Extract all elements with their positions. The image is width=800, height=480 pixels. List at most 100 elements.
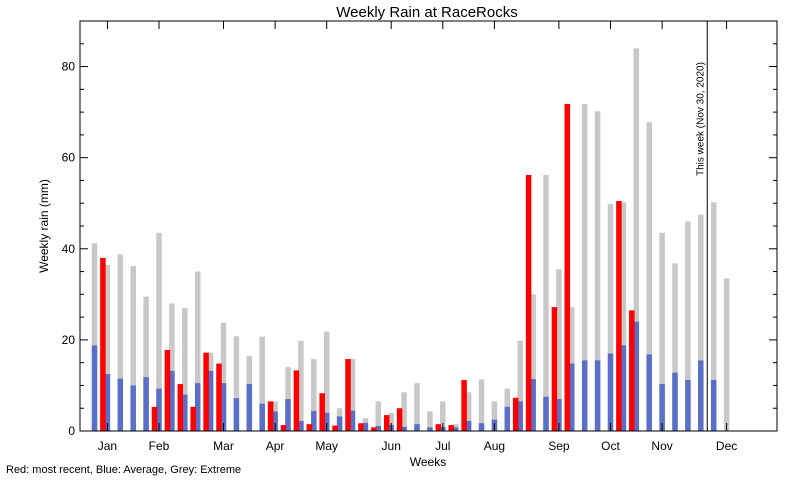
average-bar xyxy=(646,354,652,431)
recent-bar xyxy=(629,310,635,431)
average-bar xyxy=(452,427,459,431)
chart-title: Weekly Rain at RaceRocks xyxy=(336,4,517,21)
recent-bar xyxy=(448,425,454,431)
extreme-bar xyxy=(543,174,549,431)
extreme-bar xyxy=(440,401,446,431)
average-bar xyxy=(427,427,433,431)
recent-bar xyxy=(564,103,571,432)
average-bar xyxy=(685,379,691,431)
recent-bar xyxy=(216,363,222,431)
recent-bar xyxy=(345,359,351,431)
extreme-bar xyxy=(427,411,433,431)
y-tick-label: 80 xyxy=(62,60,76,74)
average-bar xyxy=(246,384,253,431)
average-bar xyxy=(362,422,369,431)
extreme-bar xyxy=(375,401,382,431)
recent-bar xyxy=(151,406,158,431)
month-label: Sep xyxy=(548,439,570,453)
recent-bar xyxy=(100,257,106,431)
average-bar xyxy=(169,370,175,431)
recent-bar xyxy=(435,424,442,431)
average-bar xyxy=(530,379,536,431)
extreme-bar xyxy=(401,392,407,431)
y-tick-label: 60 xyxy=(62,151,76,165)
extreme-bar xyxy=(117,254,124,431)
average-bar xyxy=(581,360,588,431)
recent-bar xyxy=(280,425,287,431)
average-bar xyxy=(607,353,614,431)
average-bar xyxy=(182,394,188,431)
month-label: Dec xyxy=(716,439,737,453)
average-bar xyxy=(543,396,549,431)
extreme-bar xyxy=(91,243,98,431)
extreme-bar xyxy=(581,103,588,432)
average-bar xyxy=(672,372,678,431)
extreme-bar xyxy=(530,294,536,431)
extreme-bar xyxy=(710,202,717,431)
recent-bar xyxy=(383,415,390,431)
extreme-bar xyxy=(672,263,678,431)
extreme-bar xyxy=(298,340,304,431)
extreme-bar xyxy=(156,232,162,431)
y-tick-label: 0 xyxy=(68,424,75,438)
extreme-bar xyxy=(465,392,472,431)
average-bar xyxy=(285,399,291,431)
month-label: Jun xyxy=(382,439,401,453)
extreme-bar xyxy=(646,122,652,431)
x-axis-label: Weeks xyxy=(410,455,446,469)
extreme-bar xyxy=(182,308,188,431)
average-bar xyxy=(220,383,227,431)
average-bar xyxy=(556,399,562,431)
extreme-bar xyxy=(607,204,614,431)
average-bar xyxy=(104,374,111,431)
average-bar xyxy=(620,345,627,431)
recent-bar xyxy=(177,384,184,431)
extreme-bar xyxy=(323,331,330,431)
average-bar xyxy=(336,416,343,431)
average-bar xyxy=(375,425,382,431)
month-label: Nov xyxy=(651,439,672,453)
average-bar xyxy=(259,403,265,431)
y-axis-label: Weekly rain (mm) xyxy=(37,179,51,273)
recent-bar xyxy=(203,352,209,431)
recent-bar xyxy=(332,425,338,431)
month-label: Oct xyxy=(601,439,620,453)
average-bar xyxy=(465,420,472,431)
recent-bar xyxy=(461,379,467,431)
y-axis: 0 20 40 60 80 xyxy=(62,43,777,438)
extreme-bar xyxy=(594,111,601,431)
extreme-bar xyxy=(556,269,562,431)
extreme-bar xyxy=(194,271,201,431)
average-bar xyxy=(311,410,317,431)
average-bar xyxy=(504,406,511,431)
average-bar xyxy=(207,370,214,431)
extreme-bar xyxy=(169,303,175,431)
average-bar xyxy=(349,410,356,431)
average-bar xyxy=(569,363,575,431)
extreme-bar xyxy=(220,322,227,431)
extreme-bar xyxy=(311,359,317,431)
average-bar xyxy=(594,360,601,431)
extreme-bar xyxy=(478,379,485,431)
extreme-bar xyxy=(349,359,356,431)
recent-bar xyxy=(551,307,558,431)
average-bar xyxy=(478,423,485,431)
recent-bar xyxy=(616,200,622,431)
month-label: Aug xyxy=(484,439,505,453)
recent-bar xyxy=(267,401,274,431)
recent-bar xyxy=(306,424,313,431)
average-bar xyxy=(323,412,330,431)
recent-bar xyxy=(525,174,532,431)
extreme-bar xyxy=(685,221,691,431)
recent-bar xyxy=(190,406,196,431)
average-bar xyxy=(298,420,304,431)
extreme-bar xyxy=(517,340,523,431)
month-label: Jan xyxy=(98,439,117,453)
extreme-bar xyxy=(723,278,730,431)
average-bar xyxy=(633,321,640,431)
average-bar xyxy=(659,384,665,431)
extreme-bar xyxy=(388,412,394,431)
average-bar xyxy=(414,424,420,431)
recent-bar xyxy=(512,397,519,431)
